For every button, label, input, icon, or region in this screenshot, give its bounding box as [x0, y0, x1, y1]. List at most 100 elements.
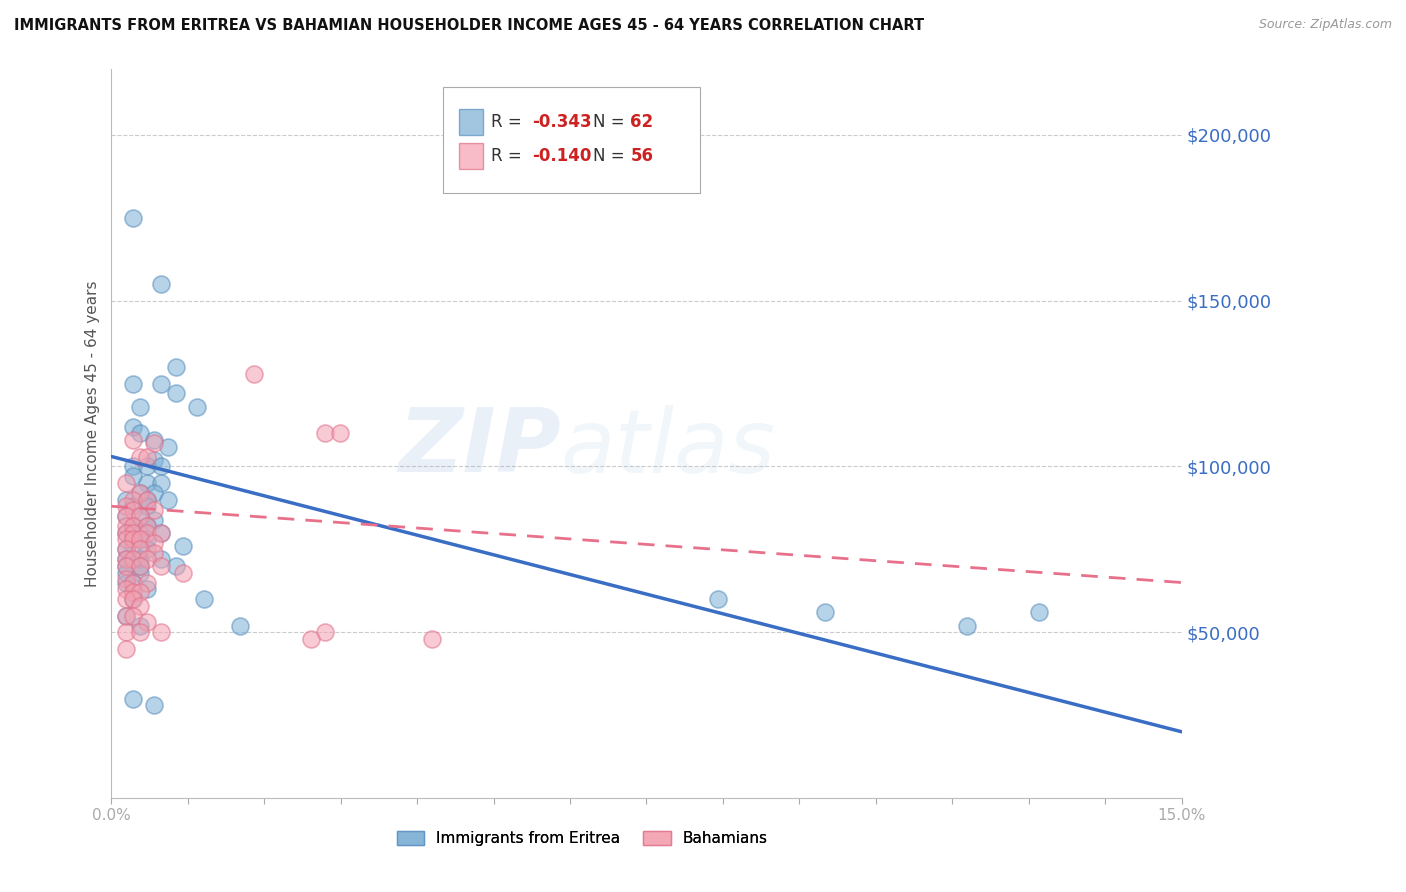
- Point: [121, 552, 143, 566]
- Point: [121, 533, 143, 547]
- Point: [121, 575, 143, 590]
- Point: [114, 552, 136, 566]
- Point: [121, 459, 143, 474]
- Point: [136, 533, 159, 547]
- Point: [143, 452, 166, 467]
- Point: [136, 552, 159, 566]
- Point: [129, 552, 152, 566]
- Point: [114, 558, 136, 573]
- Point: [314, 625, 336, 640]
- Point: [114, 572, 136, 586]
- Point: [121, 519, 143, 533]
- Point: [136, 542, 159, 557]
- Point: [814, 606, 837, 620]
- Point: [129, 525, 152, 540]
- Point: [114, 575, 136, 590]
- Point: [150, 558, 173, 573]
- Point: [129, 585, 152, 599]
- Point: [114, 582, 136, 596]
- Point: [121, 691, 143, 706]
- Point: [243, 367, 266, 381]
- Point: [114, 641, 136, 656]
- Point: [114, 608, 136, 623]
- Point: [114, 552, 136, 566]
- Point: [422, 632, 444, 646]
- Point: [150, 625, 173, 640]
- Text: atlas: atlas: [561, 405, 776, 491]
- Point: [136, 519, 159, 533]
- Text: Source: ZipAtlas.com: Source: ZipAtlas.com: [1258, 18, 1392, 31]
- Point: [157, 492, 180, 507]
- Point: [193, 592, 215, 607]
- Point: [121, 585, 143, 599]
- Point: [121, 592, 143, 607]
- FancyBboxPatch shape: [460, 144, 482, 169]
- Point: [114, 566, 136, 580]
- Point: [143, 436, 166, 450]
- Point: [121, 500, 143, 514]
- Point: [129, 542, 152, 557]
- Point: [165, 359, 187, 374]
- Text: 56: 56: [630, 147, 654, 165]
- Point: [121, 525, 143, 540]
- Point: [136, 582, 159, 596]
- Point: [129, 618, 152, 632]
- Point: [136, 575, 159, 590]
- Point: [121, 519, 143, 533]
- Point: [129, 533, 152, 547]
- Point: [114, 492, 136, 507]
- Point: [150, 525, 173, 540]
- Point: [1028, 606, 1050, 620]
- Point: [129, 450, 152, 464]
- Point: [172, 566, 194, 580]
- Point: [114, 525, 136, 540]
- Point: [114, 500, 136, 514]
- Y-axis label: Householder Income Ages 45 - 64 years: Householder Income Ages 45 - 64 years: [86, 280, 100, 587]
- Point: [165, 558, 187, 573]
- Point: [150, 376, 173, 391]
- Point: [172, 539, 194, 553]
- Point: [956, 618, 979, 632]
- Point: [121, 419, 143, 434]
- Point: [136, 615, 159, 630]
- Point: [314, 426, 336, 441]
- Point: [143, 486, 166, 500]
- Point: [136, 492, 159, 507]
- Point: [114, 509, 136, 524]
- Point: [165, 386, 187, 401]
- Point: [229, 618, 252, 632]
- Point: [121, 469, 143, 483]
- Point: [129, 486, 152, 500]
- Point: [150, 476, 173, 491]
- Point: [143, 698, 166, 713]
- Point: [129, 509, 152, 524]
- Point: [121, 502, 143, 516]
- Point: [121, 592, 143, 607]
- Point: [143, 433, 166, 447]
- Point: [150, 277, 173, 291]
- Point: [114, 509, 136, 524]
- Point: [121, 575, 143, 590]
- Point: [121, 376, 143, 391]
- Point: [136, 450, 159, 464]
- Point: [129, 558, 152, 573]
- Point: [114, 476, 136, 491]
- Text: N =: N =: [593, 112, 630, 131]
- Point: [114, 558, 136, 573]
- Point: [136, 525, 159, 540]
- Point: [114, 519, 136, 533]
- Point: [136, 500, 159, 514]
- Text: -0.343: -0.343: [531, 112, 592, 131]
- Point: [136, 519, 159, 533]
- Point: [129, 558, 152, 573]
- Point: [121, 608, 143, 623]
- Point: [707, 592, 730, 607]
- Point: [114, 542, 136, 557]
- Point: [143, 535, 166, 549]
- Point: [299, 632, 322, 646]
- Point: [329, 426, 352, 441]
- Point: [121, 492, 143, 507]
- Text: -0.140: -0.140: [531, 147, 592, 165]
- Point: [129, 566, 152, 580]
- Point: [143, 512, 166, 526]
